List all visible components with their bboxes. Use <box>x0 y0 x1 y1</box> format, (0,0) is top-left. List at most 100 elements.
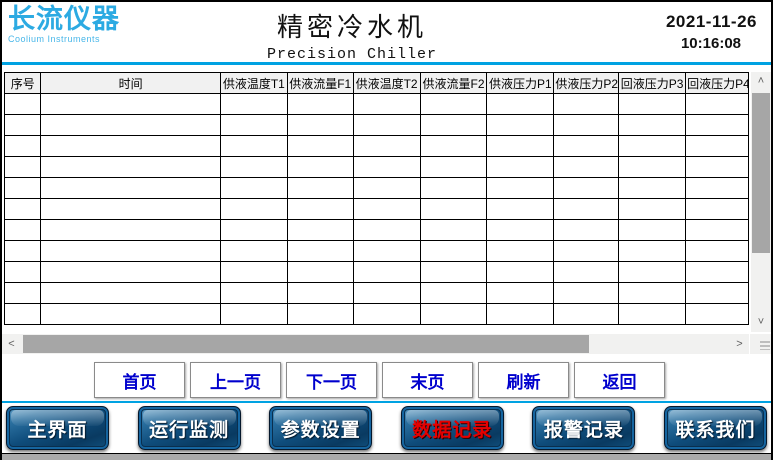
table-cell <box>219 303 288 325</box>
bottom-divider <box>2 401 771 403</box>
column-header-col-supply-temp-t2: 供液温度T2 <box>352 72 421 94</box>
param-settings-button[interactable]: 参数设置 <box>269 406 373 450</box>
page-subtitle: Precision Chiller <box>266 46 438 63</box>
table-cell <box>553 135 620 157</box>
table-cell <box>286 93 354 115</box>
table-row <box>4 219 749 241</box>
last-page-button[interactable]: 末页 <box>382 362 473 398</box>
table-cell <box>40 219 221 241</box>
table-cell <box>219 240 288 262</box>
brand-logo: 长流仪器 Coolium Instruments <box>8 6 120 44</box>
column-header-col-supply-press-p1: 供液压力P1 <box>486 72 555 94</box>
page-title-block: 精密冷水机 Precision Chiller <box>234 7 470 63</box>
refresh-button[interactable]: 刷新 <box>478 362 569 398</box>
table-row <box>4 93 749 115</box>
bottom-edge-strip <box>2 453 771 460</box>
run-monitor-button[interactable]: 运行监测 <box>137 406 241 450</box>
scroll-down-icon[interactable]: ˅ <box>751 313 771 332</box>
table-cell <box>553 93 620 115</box>
table-cell <box>486 261 555 283</box>
first-page-button[interactable]: 首页 <box>94 362 185 398</box>
table-row <box>4 135 749 157</box>
table-cell <box>553 177 620 199</box>
table-cell <box>618 114 687 136</box>
table-cell <box>352 93 421 115</box>
table-cell <box>286 114 354 136</box>
scroll-up-icon[interactable]: ˄ <box>751 72 771 91</box>
table-cell <box>4 177 42 199</box>
header-divider <box>2 62 771 65</box>
next-page-button[interactable]: 下一页 <box>286 362 377 398</box>
table-cell <box>40 303 221 325</box>
alarm-record-button[interactable]: 报警记录 <box>532 406 636 450</box>
table-cell <box>4 135 42 157</box>
alarm-record-label: 报警记录 <box>543 419 624 441</box>
vertical-scrollbar[interactable]: ˄ ˅ <box>751 72 771 332</box>
prev-page-button[interactable]: 上一页 <box>190 362 281 398</box>
table-cell <box>352 219 421 241</box>
table-cell <box>618 93 687 115</box>
horizontal-scrollbar[interactable]: ˂ ˃ <box>2 334 749 354</box>
table-cell <box>219 261 288 283</box>
table-cell <box>4 303 42 325</box>
datetime-display: 2021-11-26 10:16:08 <box>607 12 757 52</box>
table-cell <box>419 261 488 283</box>
table-cell <box>219 135 288 157</box>
table-row <box>4 261 749 283</box>
table-cell <box>219 114 288 136</box>
table-cell <box>618 240 687 262</box>
table-cell <box>40 135 221 157</box>
table-row <box>4 114 749 136</box>
scroll-left-icon[interactable]: ˂ <box>2 334 21 354</box>
contact-us-label: 联系我们 <box>675 419 756 441</box>
table-row <box>4 282 749 304</box>
column-header-col-supply-press-p2: 供液压力P2 <box>553 72 620 94</box>
table-row <box>4 177 749 199</box>
run-monitor-label: 运行监测 <box>149 419 230 441</box>
table-cell <box>286 177 354 199</box>
table-cell <box>352 261 421 283</box>
vertical-scroll-thumb[interactable] <box>752 93 770 253</box>
table-cell <box>286 156 354 178</box>
logo-subtext: Coolium Instruments <box>8 34 101 44</box>
table-cell <box>618 261 687 283</box>
table-cell <box>286 303 354 325</box>
table-cell <box>352 114 421 136</box>
table-cell <box>352 135 421 157</box>
bottom-nav-bar: 主界面 运行监测 参数设置 数据记录 报警记录 联系我们 <box>6 406 767 450</box>
scroll-right-icon[interactable]: ˃ <box>730 334 749 354</box>
back-button[interactable]: 返回 <box>574 362 665 398</box>
table-cell <box>553 261 620 283</box>
table-cell <box>40 282 221 304</box>
main-screen-label: 主界面 <box>27 419 88 441</box>
table-cell <box>40 156 221 178</box>
table-cell <box>40 114 221 136</box>
table-row <box>4 156 749 178</box>
horizontal-scroll-thumb[interactable] <box>23 335 589 353</box>
data-record-button[interactable]: 数据记录 <box>400 406 504 450</box>
column-header-col-supply-flow-f2: 供液流量F2 <box>419 72 488 94</box>
table-cell <box>685 156 749 178</box>
pagination-bar: 首页 上一页 下一页 末页 刷新 返回 <box>94 362 665 398</box>
data-record-label: 数据记录 <box>412 419 493 441</box>
main-screen-button[interactable]: 主界面 <box>6 406 109 450</box>
table-cell <box>618 156 687 178</box>
column-header-col-time: 时间 <box>40 72 221 94</box>
contact-us-button[interactable]: 联系我们 <box>663 406 767 450</box>
table-cell <box>4 93 42 115</box>
table-cell <box>286 219 354 241</box>
table-cell <box>4 114 42 136</box>
scrollbar-corner <box>750 334 771 354</box>
table-cell <box>419 93 488 115</box>
table-cell <box>352 198 421 220</box>
table-cell <box>4 219 42 241</box>
table-cell <box>486 93 555 115</box>
table-cell <box>419 114 488 136</box>
table-cell <box>419 303 488 325</box>
table-cell <box>486 135 555 157</box>
table-cell <box>618 135 687 157</box>
table-cell <box>219 219 288 241</box>
column-header-col-index: 序号 <box>4 72 42 94</box>
table-cell <box>352 177 421 199</box>
